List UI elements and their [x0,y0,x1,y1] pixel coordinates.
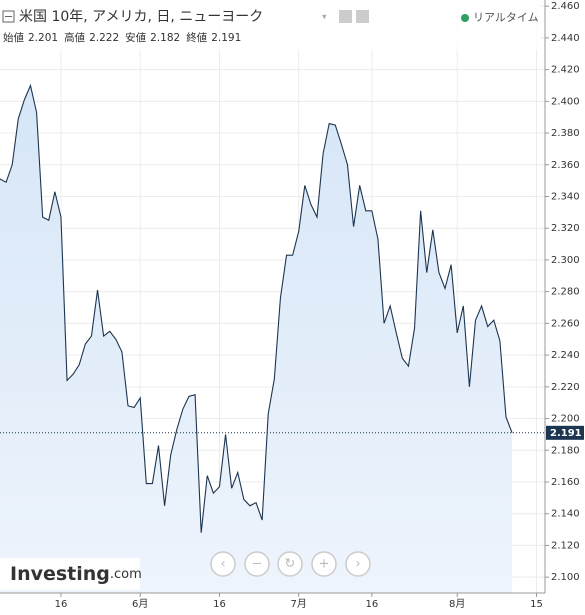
y-tick-label: 2.280 [551,287,580,298]
y-tick-label: 2.220 [551,382,580,393]
y-tick-label: 2.160 [551,477,580,488]
y-tick-label: 2.100 [551,572,580,583]
nav-button[interactable] [345,551,371,577]
y-tick-label: 2.340 [551,191,580,202]
nav-button[interactable] [277,551,303,577]
collapse-icon[interactable] [2,10,15,23]
ohlc-value: 2.182 [150,32,180,44]
nav-button[interactable] [244,551,270,577]
area [0,85,513,594]
ohlc-text: 始値 2.201 高値 2.222 安値 2.182 終値 2.191 [3,31,241,44]
ohlc: 始値 2.201 高値 2.222 安値 2.182 終値 2.191 [3,31,241,44]
y-tick-label: 2.420 [551,65,580,76]
last-value-label: 2.191 [550,428,582,439]
nav-icon: + [319,557,330,572]
y-tick-label: 2.320 [551,223,580,234]
y-tick-label: 2.140 [551,509,580,520]
y-tick-label: 2.200 [551,414,580,425]
y-tick-label: 2.440 [551,33,580,44]
y-tick-label: 2.240 [551,350,580,361]
last-value-box [546,425,584,440]
x-tick-label: 16 [55,599,68,610]
x-tick-label: 7月 [291,598,307,610]
logo-bg [0,558,140,590]
status-text: リアルタイム [473,11,539,24]
x-tick-label: 16 [213,599,226,610]
x-tick-label: 15 [530,599,543,610]
x-tick-label: 16 [366,599,379,610]
settings-icon[interactable] [339,10,352,23]
ohlc-value: 2.222 [89,32,119,44]
nav-buttons [210,551,371,577]
y-tick-label: 2.360 [551,160,580,171]
y-tick-label: 2.460 [551,1,580,12]
ohlc-value: 2.201 [28,32,58,44]
status-dot [461,14,469,22]
nav-icons: ‹ − ↻ + › [220,557,360,572]
header-bg [0,0,540,50]
y-tick-label: 2.400 [551,96,580,107]
logo-main: Investing [10,563,110,585]
logo-suffix: .com [110,567,142,582]
x-tick-label: 8月 [449,598,465,610]
y-tick-label: 2.380 [551,128,580,139]
line [0,83,513,533]
ohlc-label: 始値 [3,31,24,44]
x-tick-label: 6月 [132,598,148,610]
y-tick-label: 2.180 [551,445,580,456]
chart-title: 米国 10年, アメリカ, 日, ニューヨーク [19,9,263,25]
nav-button[interactable] [311,551,337,577]
nav-icon: − [252,557,263,572]
nav-button[interactable] [210,551,236,577]
logo: Investing.com [10,563,142,585]
dropdown-arrow[interactable]: ▾ [322,13,327,23]
ohlc-label: 終値 [186,31,207,44]
nav-icon: › [355,557,360,572]
nav-icon: ‹ [220,557,225,572]
ohlc-value: 2.191 [211,32,241,44]
settings-icon[interactable] [356,10,369,23]
ohlc-label: 安値 [125,31,146,44]
nav-icon: ↻ [285,557,296,572]
y-tick-label: 2.300 [551,255,580,266]
ohlc-label: 高値 [64,31,85,44]
y-tick-label: 2.260 [551,318,580,329]
plot [0,83,545,594]
y-tick-label: 2.120 [551,540,580,551]
